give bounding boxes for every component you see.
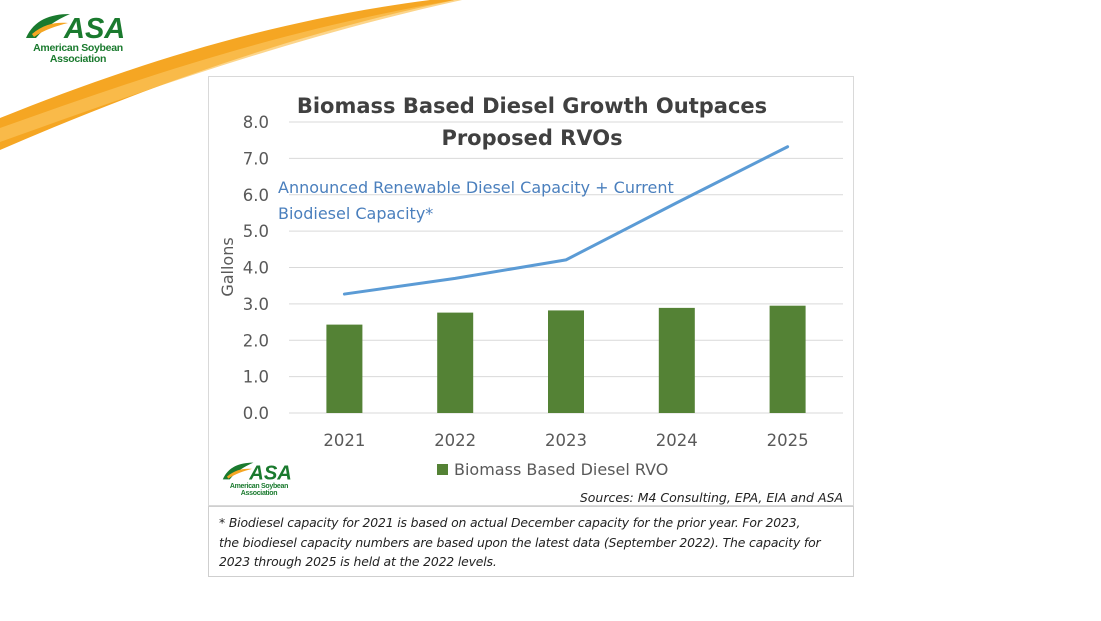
footnote: * Biodiesel capacity for 2021 is based o… bbox=[208, 506, 854, 577]
line-annotation-line1: Announced Renewable Diesel Capacity + Cu… bbox=[278, 178, 674, 197]
bar-series bbox=[326, 305, 806, 413]
asa-logo-mark: ASA bbox=[26, 13, 125, 44]
chart-panel: 0.0 1.0 2.0 3.0 4.0 5.0 6.0 7.0 8.0 2021 2022 2023… bbox=[208, 76, 854, 506]
line-annotation-line2: Biodiesel Capacity* bbox=[278, 204, 433, 223]
legend-label: Biomass Based Diesel RVO bbox=[454, 460, 668, 479]
logo-name-line1: American Soybean bbox=[33, 42, 123, 54]
bar-2023 bbox=[548, 310, 584, 413]
logo-org-name: American Soybean Association bbox=[22, 42, 134, 66]
chart-sources: Sources: M4 Consulting, EPA, EIA and ASA bbox=[580, 490, 843, 505]
logo-small-swoosh-icon bbox=[226, 468, 253, 479]
chart-svg: 0.0 1.0 2.0 3.0 4.0 5.0 6.0 7.0 8.0 2021 2022 2023… bbox=[218, 94, 843, 505]
asa-logo-small: ASA American Soybean Association bbox=[220, 458, 298, 500]
y-tick-label: 0.0 bbox=[243, 404, 269, 423]
chart-title-line2: Proposed RVOs bbox=[441, 126, 622, 150]
y-tick-label: 4.0 bbox=[243, 259, 269, 278]
bar-2022 bbox=[437, 312, 474, 413]
logo-small-org-name: American Soybean Association bbox=[220, 483, 298, 498]
y-tick-label: 2.0 bbox=[243, 331, 269, 350]
y-tick-label: 3.0 bbox=[243, 295, 269, 314]
logo-small-acronym: ASA bbox=[248, 462, 292, 484]
capacity-line bbox=[342, 145, 790, 296]
y-axis-label: Gallons bbox=[218, 237, 237, 296]
bar-2025 bbox=[769, 305, 806, 413]
y-tick-labels: 0.0 1.0 2.0 3.0 4.0 5.0 6.0 7.0 8.0 bbox=[243, 113, 269, 423]
logo-swoosh-icon bbox=[32, 22, 68, 37]
x-tick-label-2021: 2021 bbox=[323, 431, 365, 450]
x-tick-labels: 2021 2022 2023 2024 2025 bbox=[323, 431, 808, 450]
footnote-line3: 2023 through 2025 is held at the 2022 le… bbox=[219, 554, 497, 569]
y-tick-label: 5.0 bbox=[243, 222, 269, 241]
footnote-line2: the biodiesel capacity numbers are based… bbox=[219, 534, 821, 550]
x-tick-label-2022: 2022 bbox=[434, 431, 476, 450]
logo-small-name-line1: American Soybean bbox=[229, 483, 289, 490]
logo-name-line2: Association bbox=[49, 53, 107, 66]
logo-small-name-line2: Association bbox=[240, 490, 278, 498]
x-tick-label-2023: 2023 bbox=[545, 431, 587, 450]
asa-logo: ASA American Soybean Association bbox=[22, 8, 134, 68]
x-tick-label-2024: 2024 bbox=[656, 431, 698, 450]
y-tick-label: 6.0 bbox=[243, 186, 269, 205]
chart-title-line1: Biomass Based Diesel Growth Outpaces bbox=[297, 94, 767, 118]
y-tick-label: 7.0 bbox=[243, 149, 269, 168]
bar-2024 bbox=[658, 307, 695, 413]
x-tick-label-2025: 2025 bbox=[767, 431, 809, 450]
footnote-line1: * Biodiesel capacity for 2021 is based o… bbox=[219, 515, 801, 530]
bar-2021 bbox=[326, 324, 363, 413]
y-tick-label: 8.0 bbox=[243, 113, 269, 132]
y-tick-label: 1.0 bbox=[243, 368, 269, 387]
logo-acronym: ASA bbox=[63, 13, 125, 44]
legend-swatch bbox=[437, 464, 448, 475]
asa-logo-small-mark: ASA bbox=[222, 462, 292, 484]
